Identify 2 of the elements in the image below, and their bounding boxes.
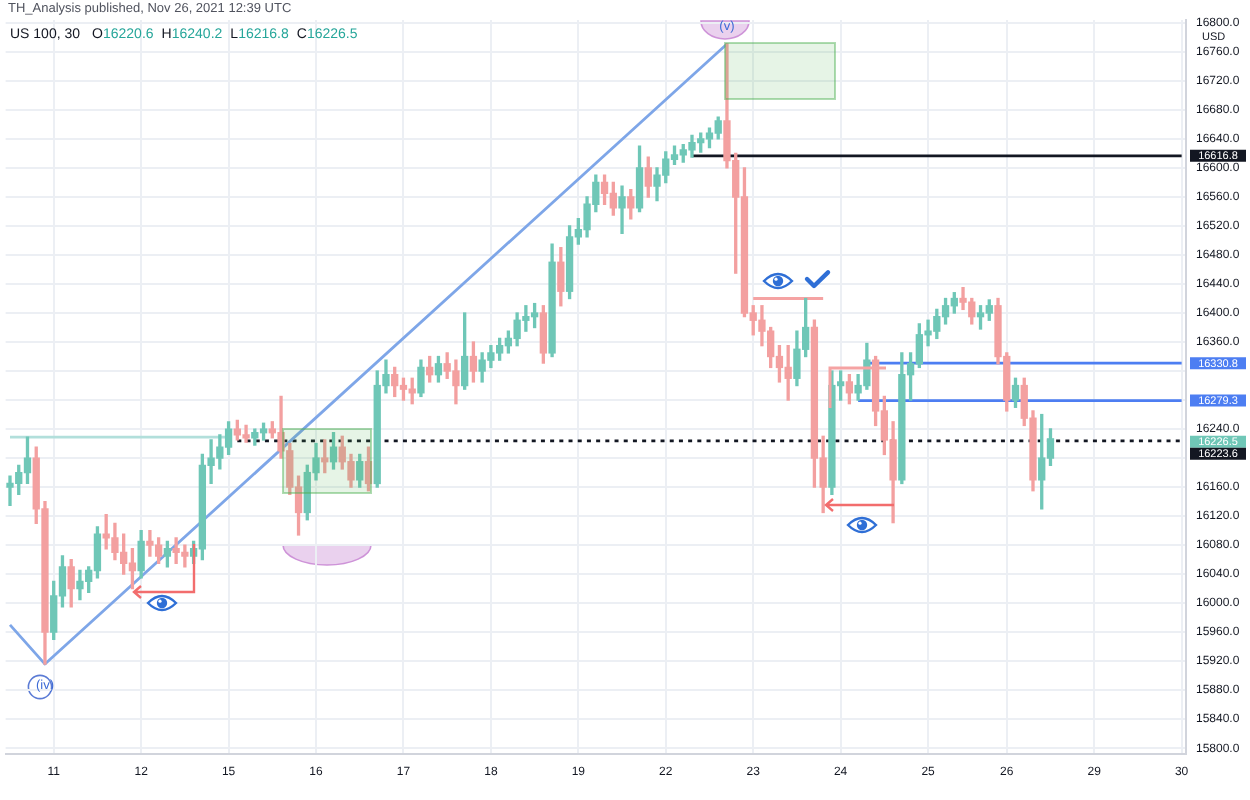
candlestick	[242, 424, 250, 443]
candlestick	[146, 529, 154, 557]
